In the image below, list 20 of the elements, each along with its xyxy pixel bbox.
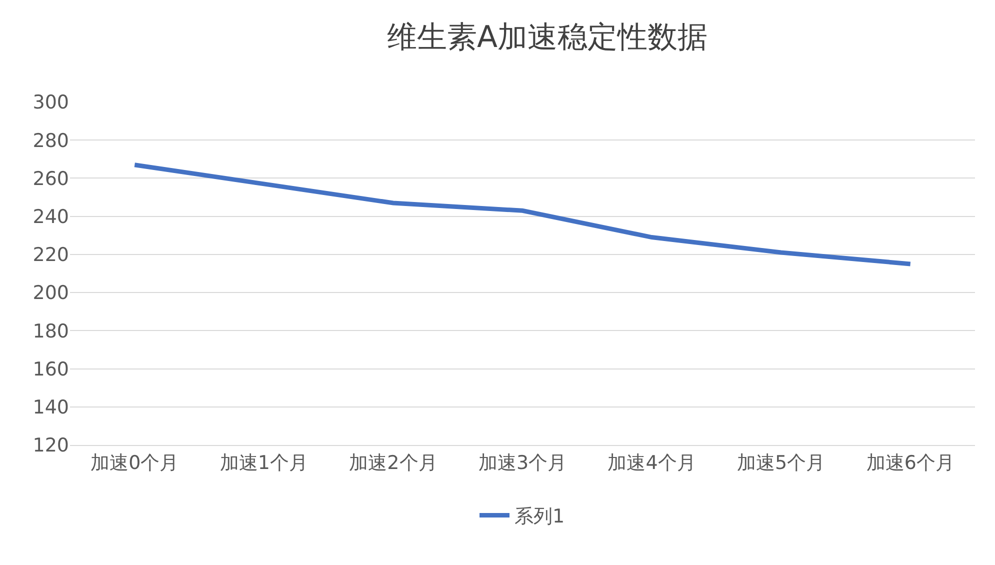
y-tick-label: 240	[32, 206, 69, 228]
x-tick-label: 加速5个月	[737, 452, 826, 474]
y-tick-label: 140	[32, 396, 69, 419]
y-tick-label: 160	[32, 358, 69, 380]
x-tick-label: 加速3个月	[478, 452, 567, 474]
x-tick-label: 加速1个月	[220, 452, 308, 474]
x-tick-label: 加速6个月	[866, 452, 954, 474]
y-tick-label: 180	[32, 320, 69, 342]
y-tick-label: 260	[32, 168, 69, 190]
x-tick-label: 加速4个月	[608, 452, 696, 474]
x-tick-label: 加速2个月	[349, 452, 438, 474]
legend-label: 系列1	[514, 506, 565, 528]
x-tick-label: 加速0个月	[90, 452, 179, 474]
y-tick-label: 300	[32, 92, 69, 114]
y-tick-label: 120	[32, 434, 69, 457]
y-tick-label: 200	[32, 282, 69, 304]
y-tick-label: 220	[32, 244, 69, 266]
line-series	[132, 162, 913, 266]
chart-title: 维生素A加速稳定性数据	[386, 20, 708, 56]
y-tick-label: 280	[32, 130, 69, 152]
